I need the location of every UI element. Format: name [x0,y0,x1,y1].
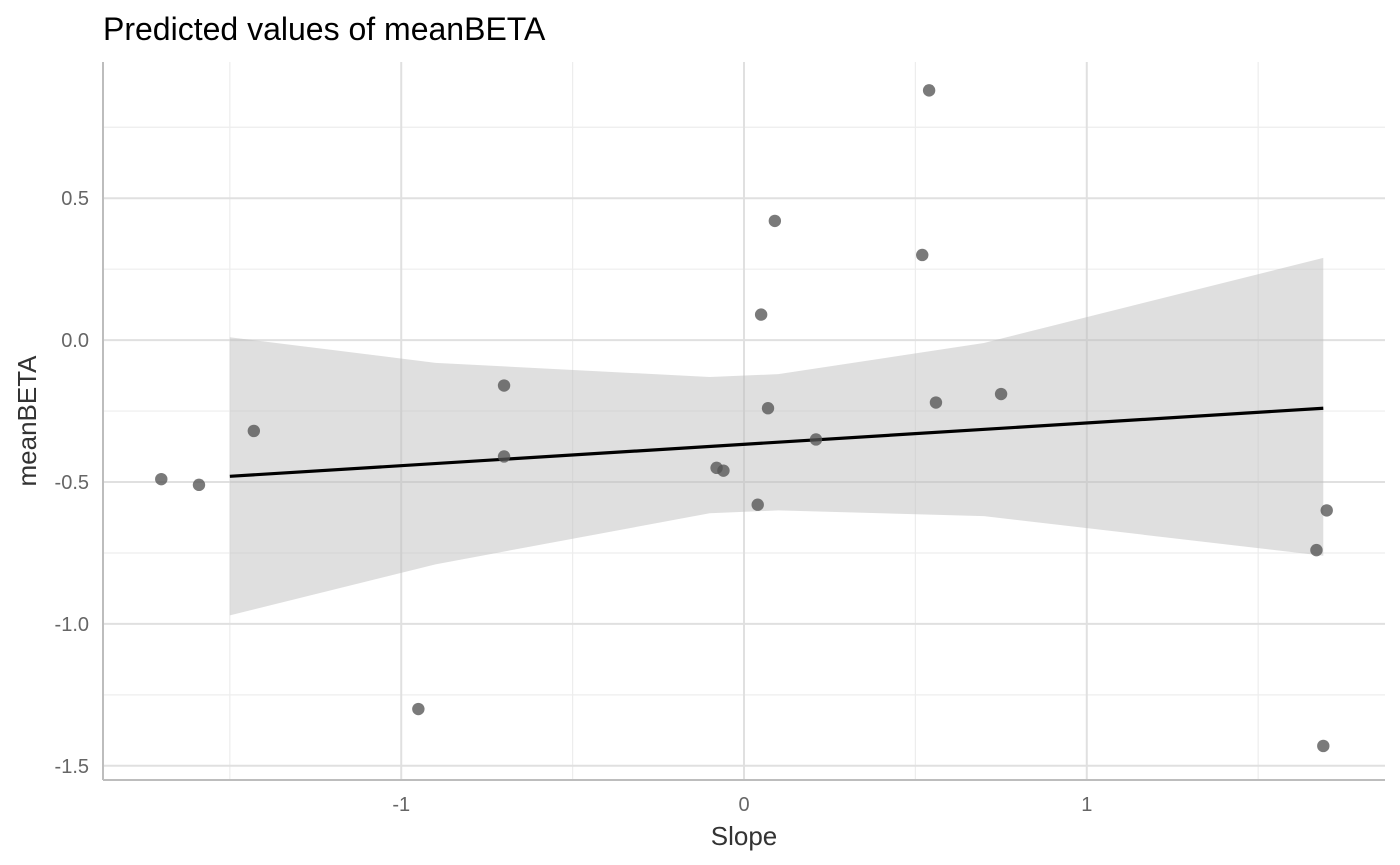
y-axis-title: meanBETA [12,355,42,487]
data-points [155,84,1333,753]
chart-title: Predicted values of meanBETA [103,11,546,47]
x-tick-label: -1 [392,794,410,816]
y-tick-label: 0.0 [61,330,89,352]
data-point [717,464,730,477]
y-tick-label: -1.5 [55,756,89,778]
data-point [155,472,168,486]
data-point [497,379,511,392]
data-point [809,433,823,446]
y-tick-label: -0.5 [55,472,89,494]
plot-area [102,62,1385,781]
y-tick-label: -1.0 [55,614,89,636]
y-tick-labels: -1.5 -1.0 -0.5 0.0 0.5 [55,188,89,778]
data-point [247,424,261,438]
x-tick-label: 0 [738,794,749,816]
confidence-band [229,257,1324,616]
data-point [761,402,775,415]
data-point [922,84,936,97]
data-point [412,702,425,716]
data-point [497,450,511,463]
data-point [768,214,782,228]
fit-line [229,406,1324,478]
data-point [751,498,764,511]
data-point [754,308,768,321]
x-tick-labels: -1 0 1 [392,794,1092,816]
x-tick-label: 1 [1081,794,1092,816]
data-point [1310,543,1323,557]
data-point [1317,739,1330,753]
data-point [192,478,206,492]
x-axis-title: Slope [711,821,778,851]
data-point [994,387,1008,401]
y-tick-label: 0.5 [61,188,89,210]
major-grid [103,62,1385,780]
data-point [916,248,929,262]
data-point [929,396,943,409]
data-point [1320,504,1333,517]
